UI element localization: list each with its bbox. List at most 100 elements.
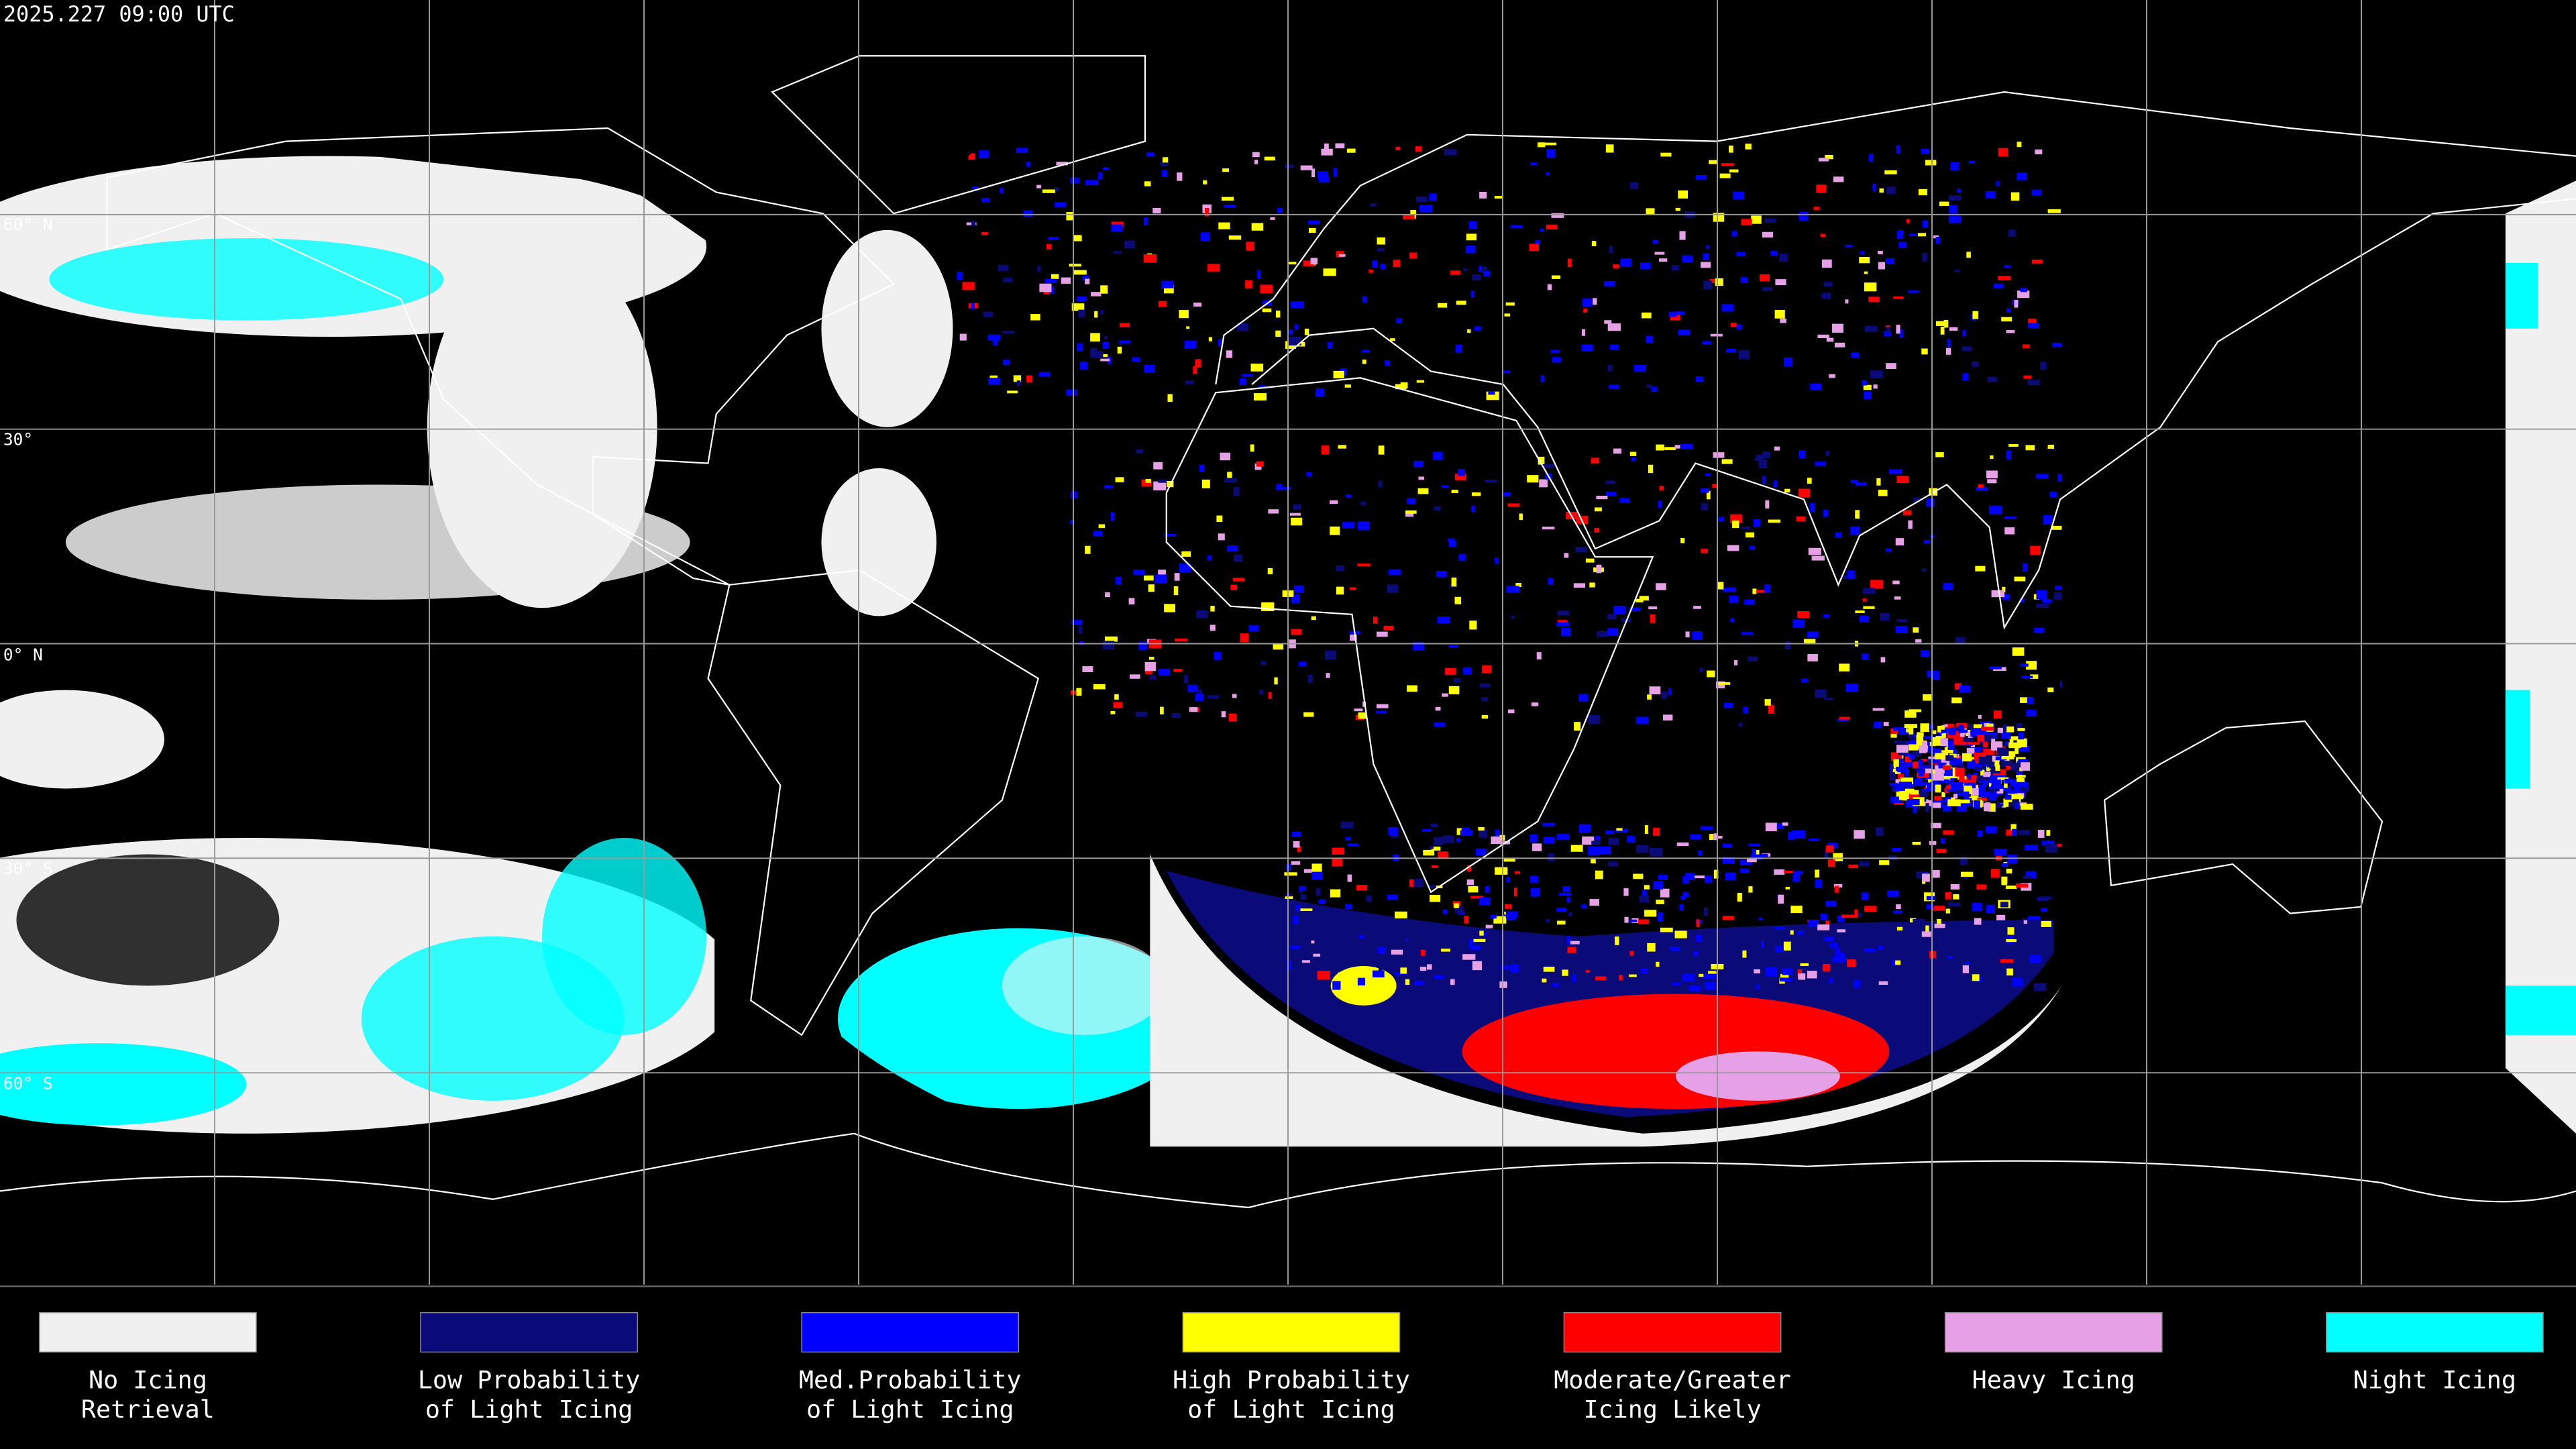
icing-pixel: [1935, 321, 1947, 327]
icing-pixel: [1104, 485, 1114, 489]
icing-pixel: [1943, 582, 1953, 590]
icing-pixel: [1983, 749, 1995, 755]
icing-pixel: [2018, 745, 2030, 752]
icing-pixel: [1177, 172, 1183, 181]
icing-pixel: [1222, 168, 1230, 172]
icing-pixel: [1656, 444, 1664, 451]
icing-pixel: [1966, 748, 1975, 754]
icing-pixel: [1656, 583, 1666, 590]
icing-pixel: [1894, 784, 1905, 791]
icing-pixel: [1547, 284, 1552, 290]
icing-pixel: [1837, 915, 1845, 922]
icing-pixel: [1962, 965, 1969, 973]
cloud: [1002, 936, 1167, 1035]
icing-pixel: [1963, 729, 1968, 733]
icing-pixel: [1915, 777, 1923, 786]
icing-pixel: [1481, 697, 1489, 702]
legend-swatch: [1182, 1312, 1401, 1353]
icing-pixel: [1145, 479, 1151, 483]
icing-pixel: [1808, 920, 1819, 926]
icing-pixel: [1485, 480, 1497, 483]
icing-pixel: [1535, 240, 1540, 246]
icing-pixel: [1160, 162, 1169, 167]
icing-pixel: [1323, 268, 1336, 276]
icing-pixel: [1297, 845, 1301, 853]
icing-pixel: [1952, 976, 1960, 981]
icing-pixel: [1594, 507, 1602, 512]
icing-pixel: [1290, 945, 1301, 949]
icing-pixel: [1275, 310, 1281, 318]
icing-pixel: [1829, 943, 1839, 948]
icing-pixel: [1870, 580, 1883, 589]
icing-pixel: [1359, 934, 1364, 938]
icing-pixel: [1933, 759, 1939, 763]
icing-pixel: [1586, 970, 1590, 973]
icing-pixel: [1561, 627, 1571, 637]
icing-pixel: [988, 378, 1000, 385]
icing-pixel: [1909, 233, 1917, 237]
icing-pixel: [1362, 350, 1371, 353]
icing-pixel: [1811, 555, 1825, 561]
icing-pixel: [1594, 527, 1600, 533]
icing-pixel: [1291, 629, 1302, 635]
icing-pixel: [1915, 639, 1922, 643]
icing-pixel: [1682, 973, 1695, 981]
icing-pixel: [1651, 386, 1658, 392]
icing-pixel: [1975, 566, 1986, 572]
icing-pixel: [1294, 324, 1299, 330]
icing-pixel: [1431, 847, 1441, 851]
legend-label: Low Probability: [418, 1365, 641, 1394]
icing-pixel: [2002, 724, 2007, 733]
icing-pixel: [1442, 485, 1449, 488]
icing-pixel: [1433, 451, 1443, 461]
icing-pixel: [1304, 328, 1309, 335]
icing-pixel: [2006, 939, 2017, 943]
icing-pixel: [1641, 967, 1648, 973]
icing-pixel: [1562, 969, 1568, 976]
icing-pixel: [1530, 888, 1540, 897]
icing-pixel: [1462, 667, 1472, 674]
icing-pixel: [1908, 290, 1919, 293]
icing-pixel: [2042, 599, 2052, 603]
icing-pixel: [1470, 896, 1484, 899]
icing-pixel: [1774, 926, 1786, 930]
icing-pixel: [1947, 955, 1953, 959]
icing-pixel: [1608, 861, 1619, 867]
icing-pixel: [2017, 172, 2027, 180]
icing-pixel: [1693, 606, 1701, 609]
icing-pixel: [1660, 927, 1673, 932]
icing-pixel: [1962, 373, 1969, 381]
icing-pixel: [1641, 312, 1652, 319]
icing-pixel: [1748, 886, 1753, 893]
icing-pixel: [1960, 741, 1973, 746]
icing-pixel: [1762, 231, 1773, 238]
icing-pixel: [1567, 258, 1572, 268]
icing-pixel: [1609, 246, 1613, 254]
icing-pixel: [1916, 871, 1925, 879]
icing-pixel: [1324, 143, 1329, 150]
icing-pixel: [1023, 210, 1033, 217]
icing-pixel: [1468, 886, 1479, 893]
icing-pixel: [2021, 762, 2030, 771]
icing-pixel: [1301, 960, 1310, 963]
icing-pixel: [1480, 683, 1491, 688]
icing-pixel: [1395, 911, 1407, 919]
icing-pixel: [2010, 192, 2020, 201]
icing-pixel: [1743, 706, 1749, 714]
icing-pixel: [2020, 787, 2027, 792]
icing-pixel: [1928, 756, 1938, 759]
icing-pixel: [1200, 232, 1210, 241]
icing-pixel: [1981, 727, 1994, 731]
icing-pixel: [1546, 172, 1550, 176]
legend-label: Night Icing: [2353, 1365, 2516, 1394]
icing-pixel: [1251, 223, 1264, 231]
icing-pixel: [1253, 393, 1267, 400]
icing-pixel: [1466, 879, 1474, 885]
icing-pixel: [1968, 724, 1974, 729]
icing-pixel: [1931, 981, 1942, 985]
legend-label: of Light Icing: [806, 1395, 1014, 1424]
icing-pixel: [1638, 919, 1650, 924]
icing-pixel: [1957, 189, 1961, 193]
icing-pixel: [1218, 222, 1230, 229]
icing-pixel: [1768, 519, 1781, 523]
